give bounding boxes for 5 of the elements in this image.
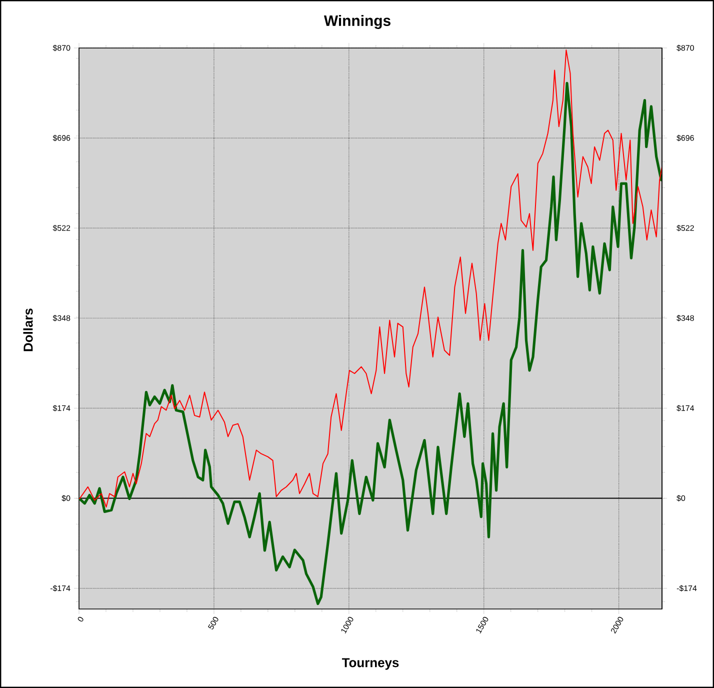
chart-title: Winnings xyxy=(324,14,390,29)
y-axis-title: Dollars xyxy=(23,308,33,352)
line-series xyxy=(79,50,662,508)
x-axis-title: Tourneys xyxy=(342,658,399,670)
line-series xyxy=(79,82,662,606)
